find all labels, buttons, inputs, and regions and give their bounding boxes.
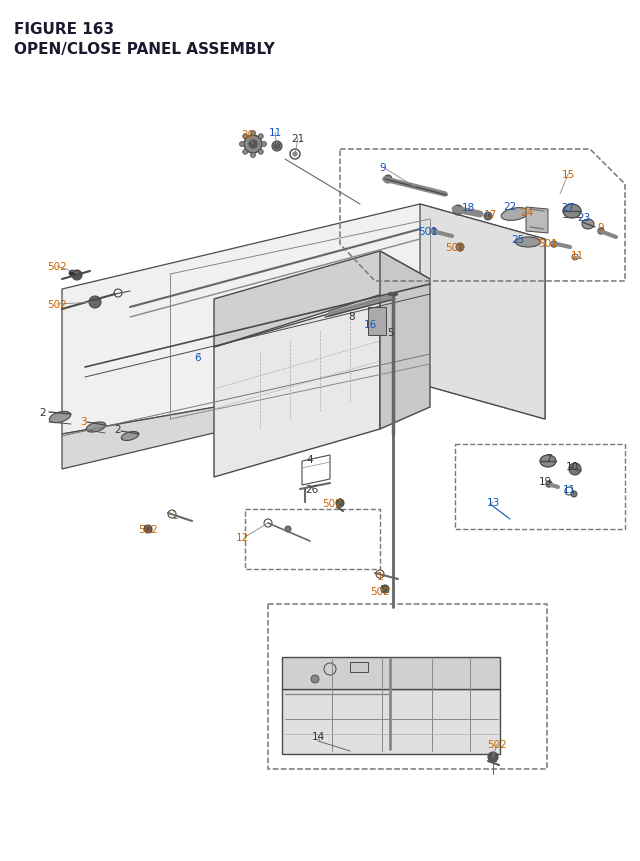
Circle shape xyxy=(453,206,463,216)
Text: 501: 501 xyxy=(418,226,438,237)
Polygon shape xyxy=(526,208,548,233)
Circle shape xyxy=(456,244,464,251)
Text: 4: 4 xyxy=(307,455,314,464)
Text: 9: 9 xyxy=(380,163,387,173)
Text: 12: 12 xyxy=(236,532,248,542)
Text: 9: 9 xyxy=(598,223,604,232)
Text: 501: 501 xyxy=(538,238,558,249)
Circle shape xyxy=(546,481,552,487)
Text: FIGURE 163: FIGURE 163 xyxy=(14,22,114,37)
Circle shape xyxy=(259,134,263,139)
Text: 26: 26 xyxy=(305,485,319,494)
Text: 11: 11 xyxy=(563,485,575,494)
Ellipse shape xyxy=(515,238,541,248)
Text: 8: 8 xyxy=(349,312,355,322)
Circle shape xyxy=(598,229,604,235)
Text: 7: 7 xyxy=(545,454,551,463)
Text: 502: 502 xyxy=(487,739,507,749)
Polygon shape xyxy=(420,205,545,419)
Text: 503: 503 xyxy=(445,243,465,253)
Circle shape xyxy=(69,270,75,276)
Ellipse shape xyxy=(563,205,581,219)
Text: 22: 22 xyxy=(504,201,516,212)
Text: 25: 25 xyxy=(511,235,525,245)
Circle shape xyxy=(259,150,263,155)
Circle shape xyxy=(484,213,492,220)
Polygon shape xyxy=(282,657,500,689)
Text: 502: 502 xyxy=(47,300,67,310)
Circle shape xyxy=(89,297,101,308)
Circle shape xyxy=(384,176,392,183)
Circle shape xyxy=(244,136,262,154)
Text: 21: 21 xyxy=(291,133,305,144)
Circle shape xyxy=(293,152,297,157)
Text: 2: 2 xyxy=(40,407,46,418)
Ellipse shape xyxy=(49,412,70,423)
Circle shape xyxy=(275,145,280,149)
Text: 502: 502 xyxy=(138,524,158,535)
Circle shape xyxy=(72,270,82,281)
Polygon shape xyxy=(380,251,430,430)
Text: 16: 16 xyxy=(364,319,376,330)
Circle shape xyxy=(243,150,248,155)
Polygon shape xyxy=(62,205,545,435)
Circle shape xyxy=(486,214,490,219)
Text: 502: 502 xyxy=(370,586,390,597)
Ellipse shape xyxy=(501,208,529,221)
Text: 23: 23 xyxy=(577,213,591,223)
Circle shape xyxy=(551,242,557,248)
Text: 11: 11 xyxy=(570,251,584,261)
Text: 14: 14 xyxy=(312,731,324,741)
Text: 2: 2 xyxy=(115,424,122,435)
Ellipse shape xyxy=(121,432,139,441)
Text: 27: 27 xyxy=(561,202,575,213)
Circle shape xyxy=(569,463,581,475)
Text: 13: 13 xyxy=(486,498,500,507)
Circle shape xyxy=(239,142,244,147)
Circle shape xyxy=(250,132,255,136)
Text: 5: 5 xyxy=(387,328,394,338)
Text: 24: 24 xyxy=(520,208,534,218)
Text: 1: 1 xyxy=(172,511,179,520)
Polygon shape xyxy=(214,251,430,348)
Circle shape xyxy=(381,585,389,593)
Circle shape xyxy=(250,153,255,158)
Text: 15: 15 xyxy=(561,170,575,180)
Text: 20: 20 xyxy=(241,130,255,139)
Circle shape xyxy=(571,492,577,498)
Polygon shape xyxy=(214,300,380,478)
Text: 19: 19 xyxy=(538,476,552,486)
Text: 1: 1 xyxy=(377,572,383,581)
Bar xyxy=(350,662,368,672)
Circle shape xyxy=(488,753,498,762)
Circle shape xyxy=(285,526,291,532)
Circle shape xyxy=(262,142,266,147)
Polygon shape xyxy=(62,350,545,469)
Text: 502: 502 xyxy=(47,262,67,272)
Text: 17: 17 xyxy=(483,210,497,220)
Ellipse shape xyxy=(86,423,106,432)
Circle shape xyxy=(249,141,257,149)
Text: 10: 10 xyxy=(565,461,579,472)
Text: 6: 6 xyxy=(195,353,202,362)
Bar xyxy=(368,307,386,336)
Ellipse shape xyxy=(582,220,594,230)
Text: OPEN/CLOSE PANEL ASSEMBLY: OPEN/CLOSE PANEL ASSEMBLY xyxy=(14,42,275,57)
Circle shape xyxy=(431,229,437,235)
Text: 3: 3 xyxy=(80,417,86,426)
Circle shape xyxy=(243,134,248,139)
Ellipse shape xyxy=(540,455,556,468)
Text: 11: 11 xyxy=(268,127,282,138)
Circle shape xyxy=(311,675,319,684)
Polygon shape xyxy=(282,689,500,754)
Circle shape xyxy=(144,525,152,533)
Circle shape xyxy=(336,499,344,507)
Text: 502: 502 xyxy=(322,499,342,508)
Text: 18: 18 xyxy=(461,202,475,213)
Circle shape xyxy=(272,142,282,152)
